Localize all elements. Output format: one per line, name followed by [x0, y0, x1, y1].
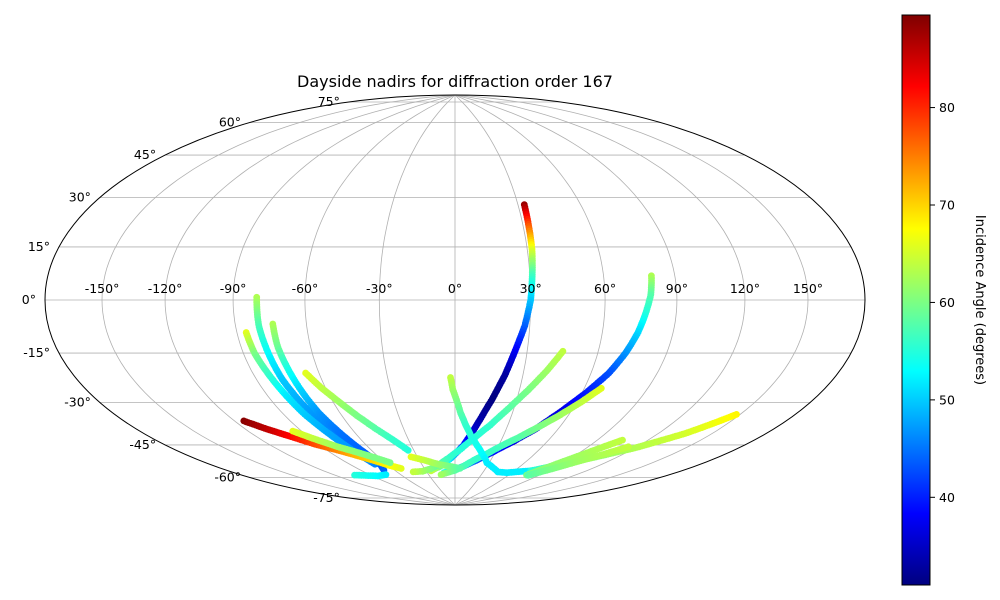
graticule — [45, 95, 865, 505]
longitude-tick-label: 0° — [448, 281, 462, 296]
latitude-tick-label: 0° — [22, 292, 36, 307]
longitude-tick-label: -90° — [220, 281, 247, 296]
latitude-tick-label: 60° — [219, 114, 241, 129]
colorbar-label: Incidence Angle (degrees) — [972, 215, 987, 385]
longitude-tick-labels: -150° -120° -90° -60° -30° 0° 30° 60° 90° 120° 150… — [85, 281, 823, 296]
latitude-tick-label: -75° — [313, 490, 340, 505]
data-point — [456, 465, 464, 472]
latitude-tick-label: 30° — [69, 190, 91, 205]
latitude-tick-label: 45° — [134, 147, 156, 162]
data-points — [240, 201, 740, 480]
latitude-tick-label: -45° — [129, 437, 156, 452]
longitude-tick-label: -120° — [148, 281, 183, 296]
latitude-tick-label: -15° — [23, 345, 50, 360]
data-point — [382, 471, 390, 479]
longitude-tick-label: 120° — [730, 281, 760, 296]
data-point — [625, 443, 632, 451]
longitude-tick-label: -150° — [85, 281, 120, 296]
longitude-tick-label: 90° — [666, 281, 688, 296]
data-point — [437, 471, 445, 479]
data-point — [397, 465, 405, 472]
map-boundary — [44, 94, 866, 506]
longitude-tick-label: 60° — [594, 281, 616, 296]
latitude-tick-label: 15° — [28, 239, 50, 254]
data-point — [619, 436, 626, 444]
colorbar-tick-label: 60 — [939, 295, 955, 310]
latitude-tick-label: 75° — [318, 94, 340, 109]
longitude-tick-label: 150° — [793, 281, 823, 296]
colorbar-tick-label: 70 — [939, 198, 955, 213]
colorbar-ticks: 40 50 60 70 80 — [930, 100, 955, 505]
colorbar-tick-label: 50 — [939, 392, 955, 407]
chart-title: Dayside nadirs for diffraction order 167 — [297, 72, 613, 91]
colorbar-tick-label: 80 — [939, 100, 955, 115]
data-point — [733, 411, 740, 418]
colorbar — [901, 14, 931, 586]
latitude-tick-labels: 75° 60° 45° 30° 15° 0° -15° -30° -45° -60° -75° — [22, 94, 340, 505]
latitude-tick-label: -60° — [214, 470, 241, 485]
data-point — [404, 447, 412, 454]
longitude-tick-label: -30° — [366, 281, 393, 296]
colorbar-tick-label: 40 — [939, 490, 955, 505]
data-point — [409, 468, 417, 476]
latitude-tick-label: -30° — [64, 395, 91, 410]
data-point — [386, 459, 394, 467]
longitude-tick-label: 30° — [520, 281, 542, 296]
longitude-tick-label: -60° — [292, 281, 319, 296]
